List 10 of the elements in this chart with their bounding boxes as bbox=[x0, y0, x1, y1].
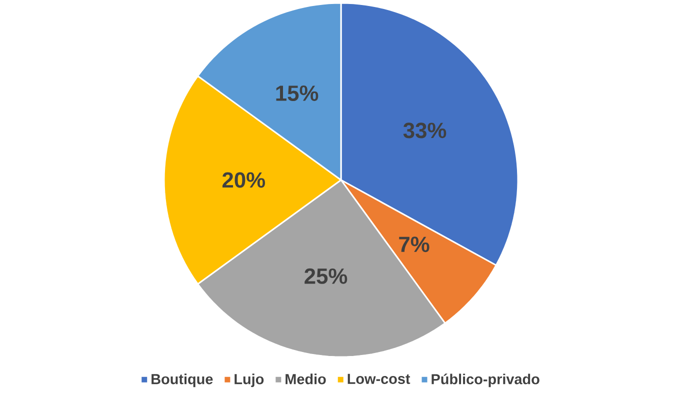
data-label: 20% bbox=[222, 172, 265, 188]
data-label: 25% bbox=[304, 268, 348, 284]
data-label: 33% bbox=[403, 122, 446, 138]
data-label: 15% bbox=[276, 86, 318, 101]
legend-label: Boutique bbox=[152, 374, 213, 388]
legend-label: Medio bbox=[286, 374, 326, 384]
legend-label: Low-cost bbox=[348, 374, 410, 384]
data-label: 7% bbox=[399, 236, 430, 252]
legend-label: Lujo bbox=[234, 374, 264, 388]
legend-label: Público-privado bbox=[432, 374, 540, 388]
